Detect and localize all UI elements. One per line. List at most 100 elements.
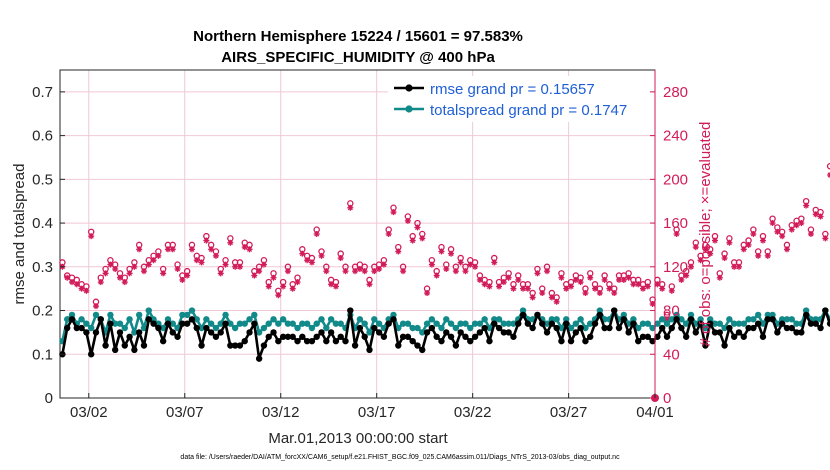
rmse-point <box>395 342 402 349</box>
y-tick-label: 0.2 <box>32 303 53 320</box>
rmse-point <box>409 337 416 345</box>
y-axis-label-right: # of obs: o=possible; ×=evaluated <box>697 122 714 347</box>
rmse-point <box>68 316 76 323</box>
legend-rmse-marker <box>405 84 413 92</box>
totalspread-point <box>303 320 311 327</box>
obs-evaluated-point <box>812 211 819 218</box>
totalspread-point <box>356 316 364 323</box>
rmse-point <box>203 324 210 332</box>
obs-evaluated-point <box>678 276 685 283</box>
totalspread-point <box>193 316 200 323</box>
rmse-point <box>558 337 565 345</box>
rmse-point <box>193 324 200 332</box>
legend-spread-label: totalspread grand pr = 0.1747 <box>430 102 627 119</box>
rmse-point <box>241 337 248 345</box>
obs-evaluated-point <box>544 268 551 275</box>
rmse-point <box>380 333 388 340</box>
obs-evaluated-point <box>467 261 474 268</box>
obs-evaluated-point <box>745 241 752 248</box>
rmse-point <box>385 320 392 327</box>
totalspread-point <box>313 320 320 327</box>
rmse-point <box>788 324 795 332</box>
obs-evaluated-point <box>668 287 675 294</box>
obs-evaluated-point <box>759 237 766 244</box>
rmse-point <box>505 329 512 336</box>
obs-evaluated-point <box>711 237 718 244</box>
rmse-point <box>284 333 292 340</box>
rmse-point <box>351 342 359 349</box>
obs-evaluated-point <box>64 274 71 281</box>
obs-evaluated-point <box>356 265 363 272</box>
rmse-point <box>539 320 546 327</box>
totalspread-point <box>697 316 704 323</box>
rmse-point <box>303 337 311 345</box>
obs-evaluated-point <box>769 220 776 227</box>
obs-evaluated-point <box>438 248 445 255</box>
totalspread-point <box>222 311 229 319</box>
rmse-point <box>635 337 642 345</box>
rmse-point <box>404 333 412 340</box>
obs-evaluated-point <box>140 268 147 275</box>
obs-evaluated-point <box>774 228 781 235</box>
y-tick-label: 0.1 <box>32 346 53 363</box>
obs-evaluated-point <box>644 283 651 290</box>
obs-evaluated-point <box>246 246 253 253</box>
y-right-tick-label: 200 <box>663 171 688 188</box>
rmse-point <box>606 324 613 332</box>
rmse-point <box>759 333 767 340</box>
totalspread-point <box>596 307 604 314</box>
obs-evaluated-point <box>323 268 330 275</box>
rmse-point <box>519 311 527 319</box>
rmse-point <box>438 337 445 345</box>
totalspread-point <box>169 320 176 327</box>
y-right-tick-label: 280 <box>663 84 688 101</box>
totalspread-point <box>711 320 719 327</box>
totalspread-point <box>802 307 810 314</box>
x-tick-label: 03/12 <box>262 404 300 421</box>
rmse-point <box>726 324 733 332</box>
rmse-point <box>510 333 517 340</box>
rmse-point <box>150 320 157 327</box>
rmse-point <box>817 324 824 332</box>
totalspread-point <box>246 316 253 323</box>
rmse-point <box>754 320 762 327</box>
y-axis-left: 0 0.1 0.2 0.3 0.4 0.5 0.6 0.7 <box>32 84 65 407</box>
totalspread-point <box>553 316 560 323</box>
totalspread-point <box>231 324 239 332</box>
obs-evaluated-point <box>659 285 666 292</box>
rmse-point <box>697 320 704 327</box>
obs-evaluated-point <box>419 235 426 242</box>
obs-evaluated-point <box>107 261 114 268</box>
totalspread-point <box>716 320 723 327</box>
totalspread-point <box>495 316 503 323</box>
totalspread-point <box>241 320 248 327</box>
obs-evaluated-point <box>515 276 522 283</box>
totalspread-point <box>409 324 416 332</box>
totalspread-point <box>658 316 666 323</box>
obs-evaluated-point <box>798 220 805 227</box>
totalspread-point <box>92 311 100 319</box>
rmse-point <box>217 329 224 336</box>
obs-evaluated-point <box>783 246 790 253</box>
totalspread-point <box>577 316 584 323</box>
totalspread-point <box>519 307 527 314</box>
rmse-point <box>678 324 685 332</box>
totalspread-point <box>164 316 172 323</box>
obs-evaluated-point <box>616 276 623 283</box>
totalspread-point <box>308 324 316 332</box>
obs-evaluated-point <box>251 272 258 279</box>
rmse-point <box>207 329 215 336</box>
rmse-point <box>347 307 354 314</box>
rmse-point <box>87 351 95 358</box>
obs-evaluated-point <box>740 246 747 253</box>
totalspread-point <box>745 316 752 323</box>
totalspread-point <box>735 320 743 327</box>
obs-evaluated-point <box>424 290 431 297</box>
obs-evaluated-point <box>779 233 786 240</box>
obs-evaluated-point <box>534 270 541 277</box>
x-tick-label: 03/17 <box>358 404 396 421</box>
rmse-point <box>423 329 431 336</box>
rmse-point <box>337 333 344 340</box>
obs-evaluated-point <box>409 237 416 244</box>
obs-evaluated-point <box>92 303 99 310</box>
